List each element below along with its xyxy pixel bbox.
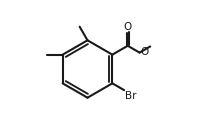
- Text: O: O: [124, 22, 132, 32]
- Text: Br: Br: [125, 91, 136, 101]
- Text: O: O: [141, 47, 149, 57]
